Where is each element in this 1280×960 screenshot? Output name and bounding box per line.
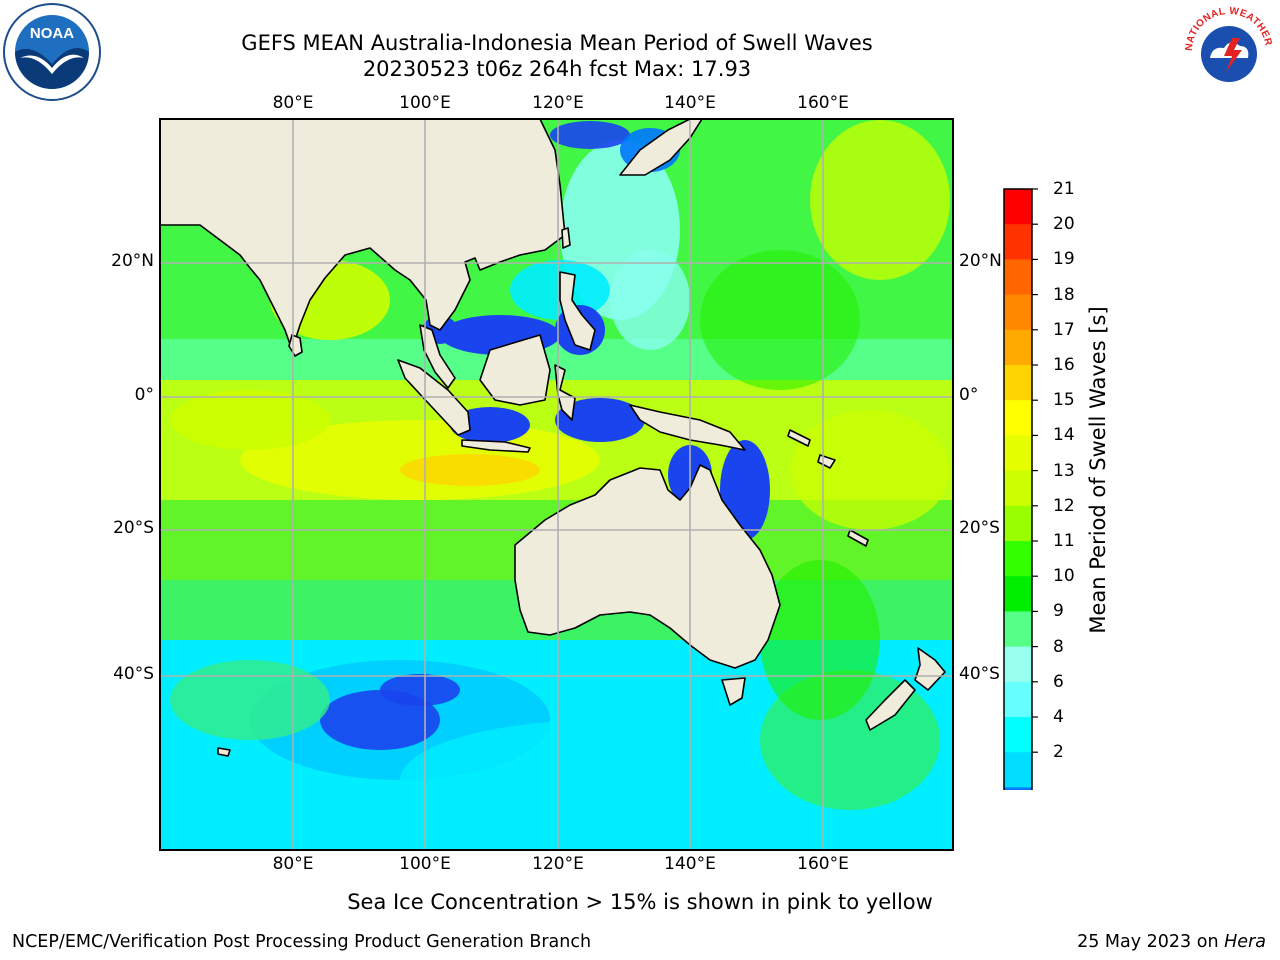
footer-credit: NCEP/EMC/Verification Post Processing Pr…	[12, 932, 592, 952]
colorbar-tick-label: 12	[1053, 495, 1075, 516]
colorbar-tick-label: 8	[1053, 636, 1064, 657]
land-australia	[514, 464, 781, 669]
colorbar-segment	[1004, 435, 1032, 472]
colorbar-segment	[1004, 787, 1032, 790]
colorbar-segment	[1004, 611, 1032, 648]
colorbar-tick-label: 10	[1053, 566, 1075, 587]
lon-label-top-140e: 140°E	[664, 93, 716, 113]
lon-label-bottom-160e: 160°E	[797, 854, 849, 874]
lon-label-bottom-140e: 140°E	[664, 854, 716, 874]
chart-title: GEFS MEAN Australia-Indonesia Mean Perio…	[241, 31, 873, 55]
graticule	[160, 119, 953, 850]
land-borneo	[479, 334, 551, 406]
lat-label-right-20s: 20°S	[959, 518, 1000, 538]
land-solomons	[787, 429, 811, 447]
lat-label-left-20s: 20°S	[113, 518, 154, 538]
lon-label-bottom-120e: 120°E	[532, 854, 584, 874]
lat-label-left-40s: 40°S	[113, 664, 154, 684]
lon-label-top-100e: 100°E	[399, 93, 451, 113]
land-java	[461, 439, 531, 453]
land	[159, 118, 946, 757]
land-kerguelen	[217, 747, 231, 757]
nws-logo: NATIONAL WEATHER SERVICE	[1176, 0, 1278, 100]
chart-subtitle: 20230523 t06z 264h fcst Max: 17.93	[362, 57, 752, 81]
colorbar-segment	[1004, 752, 1032, 788]
lon-label-bottom-100e: 100°E	[399, 854, 451, 874]
colorbar-segment	[1004, 576, 1032, 612]
colorbar-tick-label: 13	[1053, 460, 1075, 481]
colorbar-segment	[1004, 681, 1032, 718]
colorbar-tick-label: 16	[1053, 355, 1075, 375]
colorbar-segment	[1004, 294, 1032, 331]
lon-label-bottom-80e: 80°E	[272, 854, 314, 874]
lon-label-top-120e: 120°E	[532, 93, 584, 113]
map-frame	[159, 118, 954, 851]
colorbar-tick-label: 4	[1053, 707, 1064, 727]
land-asia	[159, 118, 566, 351]
colorbar-segment	[1004, 259, 1032, 296]
colorbar-tick-label: 2	[1053, 742, 1064, 763]
colorbar-tick-label: 19	[1053, 249, 1075, 270]
colorbar-tick-label: 20	[1053, 214, 1075, 235]
lat-label-left-20n: 20°N	[111, 251, 154, 271]
colorbar-segment	[1004, 365, 1032, 401]
colorbar-tick-label: 17	[1053, 319, 1075, 340]
noaa-logo-text: NOAA	[30, 25, 74, 42]
land-taiwan	[561, 227, 571, 249]
colorbar-segment	[1004, 505, 1032, 542]
colorbar-segment	[1004, 400, 1032, 436]
land-new-caledonia	[847, 529, 869, 547]
colorbar-segment	[1004, 717, 1032, 753]
footer-date: 25 May 2023 on Hera	[1077, 932, 1266, 952]
land-nz-south	[865, 679, 916, 731]
land-malaysia	[419, 324, 456, 389]
lon-label-top-80e: 80°E	[272, 93, 314, 113]
colorbar-tick-label: 18	[1053, 284, 1075, 305]
lat-label-left-0: 0°	[134, 385, 154, 405]
land-new-guinea	[629, 404, 746, 451]
colorbar	[1003, 188, 1038, 790]
colorbar-tick-label: 6	[1053, 671, 1064, 692]
colorbar-segment	[1004, 470, 1032, 507]
colorbar-tick-label: 15	[1053, 390, 1075, 411]
land-nz-north	[914, 647, 946, 691]
colorbar-title: Mean Period of Swell Waves [s]	[1086, 306, 1110, 634]
lon-label-top-160e: 160°E	[797, 93, 849, 113]
land-philippines	[559, 271, 596, 351]
colorbar-segment	[1004, 329, 1032, 366]
colorbar-segment	[1004, 189, 1032, 225]
colorbar-segment	[1004, 224, 1032, 260]
footer-date-text: 25 May 2023 on	[1077, 932, 1219, 952]
colorbar-segment	[1004, 541, 1032, 577]
colorbar-tick-label: 9	[1053, 601, 1064, 622]
colorbar-tick-label: 11	[1053, 531, 1075, 551]
footer-machine: Hera	[1224, 932, 1266, 952]
lat-label-right-40s: 40°S	[959, 664, 1000, 684]
sea-ice-note: Sea Ice Concentration > 15% is shown in …	[347, 890, 933, 914]
colorbar-tick-label: 14	[1053, 425, 1075, 446]
land-tasmania	[721, 677, 746, 706]
lat-label-right-20n: 20°N	[959, 251, 1002, 271]
lat-label-right-0: 0°	[959, 385, 979, 405]
colorbar-tick-label: 21	[1053, 179, 1075, 199]
colorbar-segment	[1004, 646, 1032, 683]
noaa-logo: NOAA	[2, 2, 102, 102]
